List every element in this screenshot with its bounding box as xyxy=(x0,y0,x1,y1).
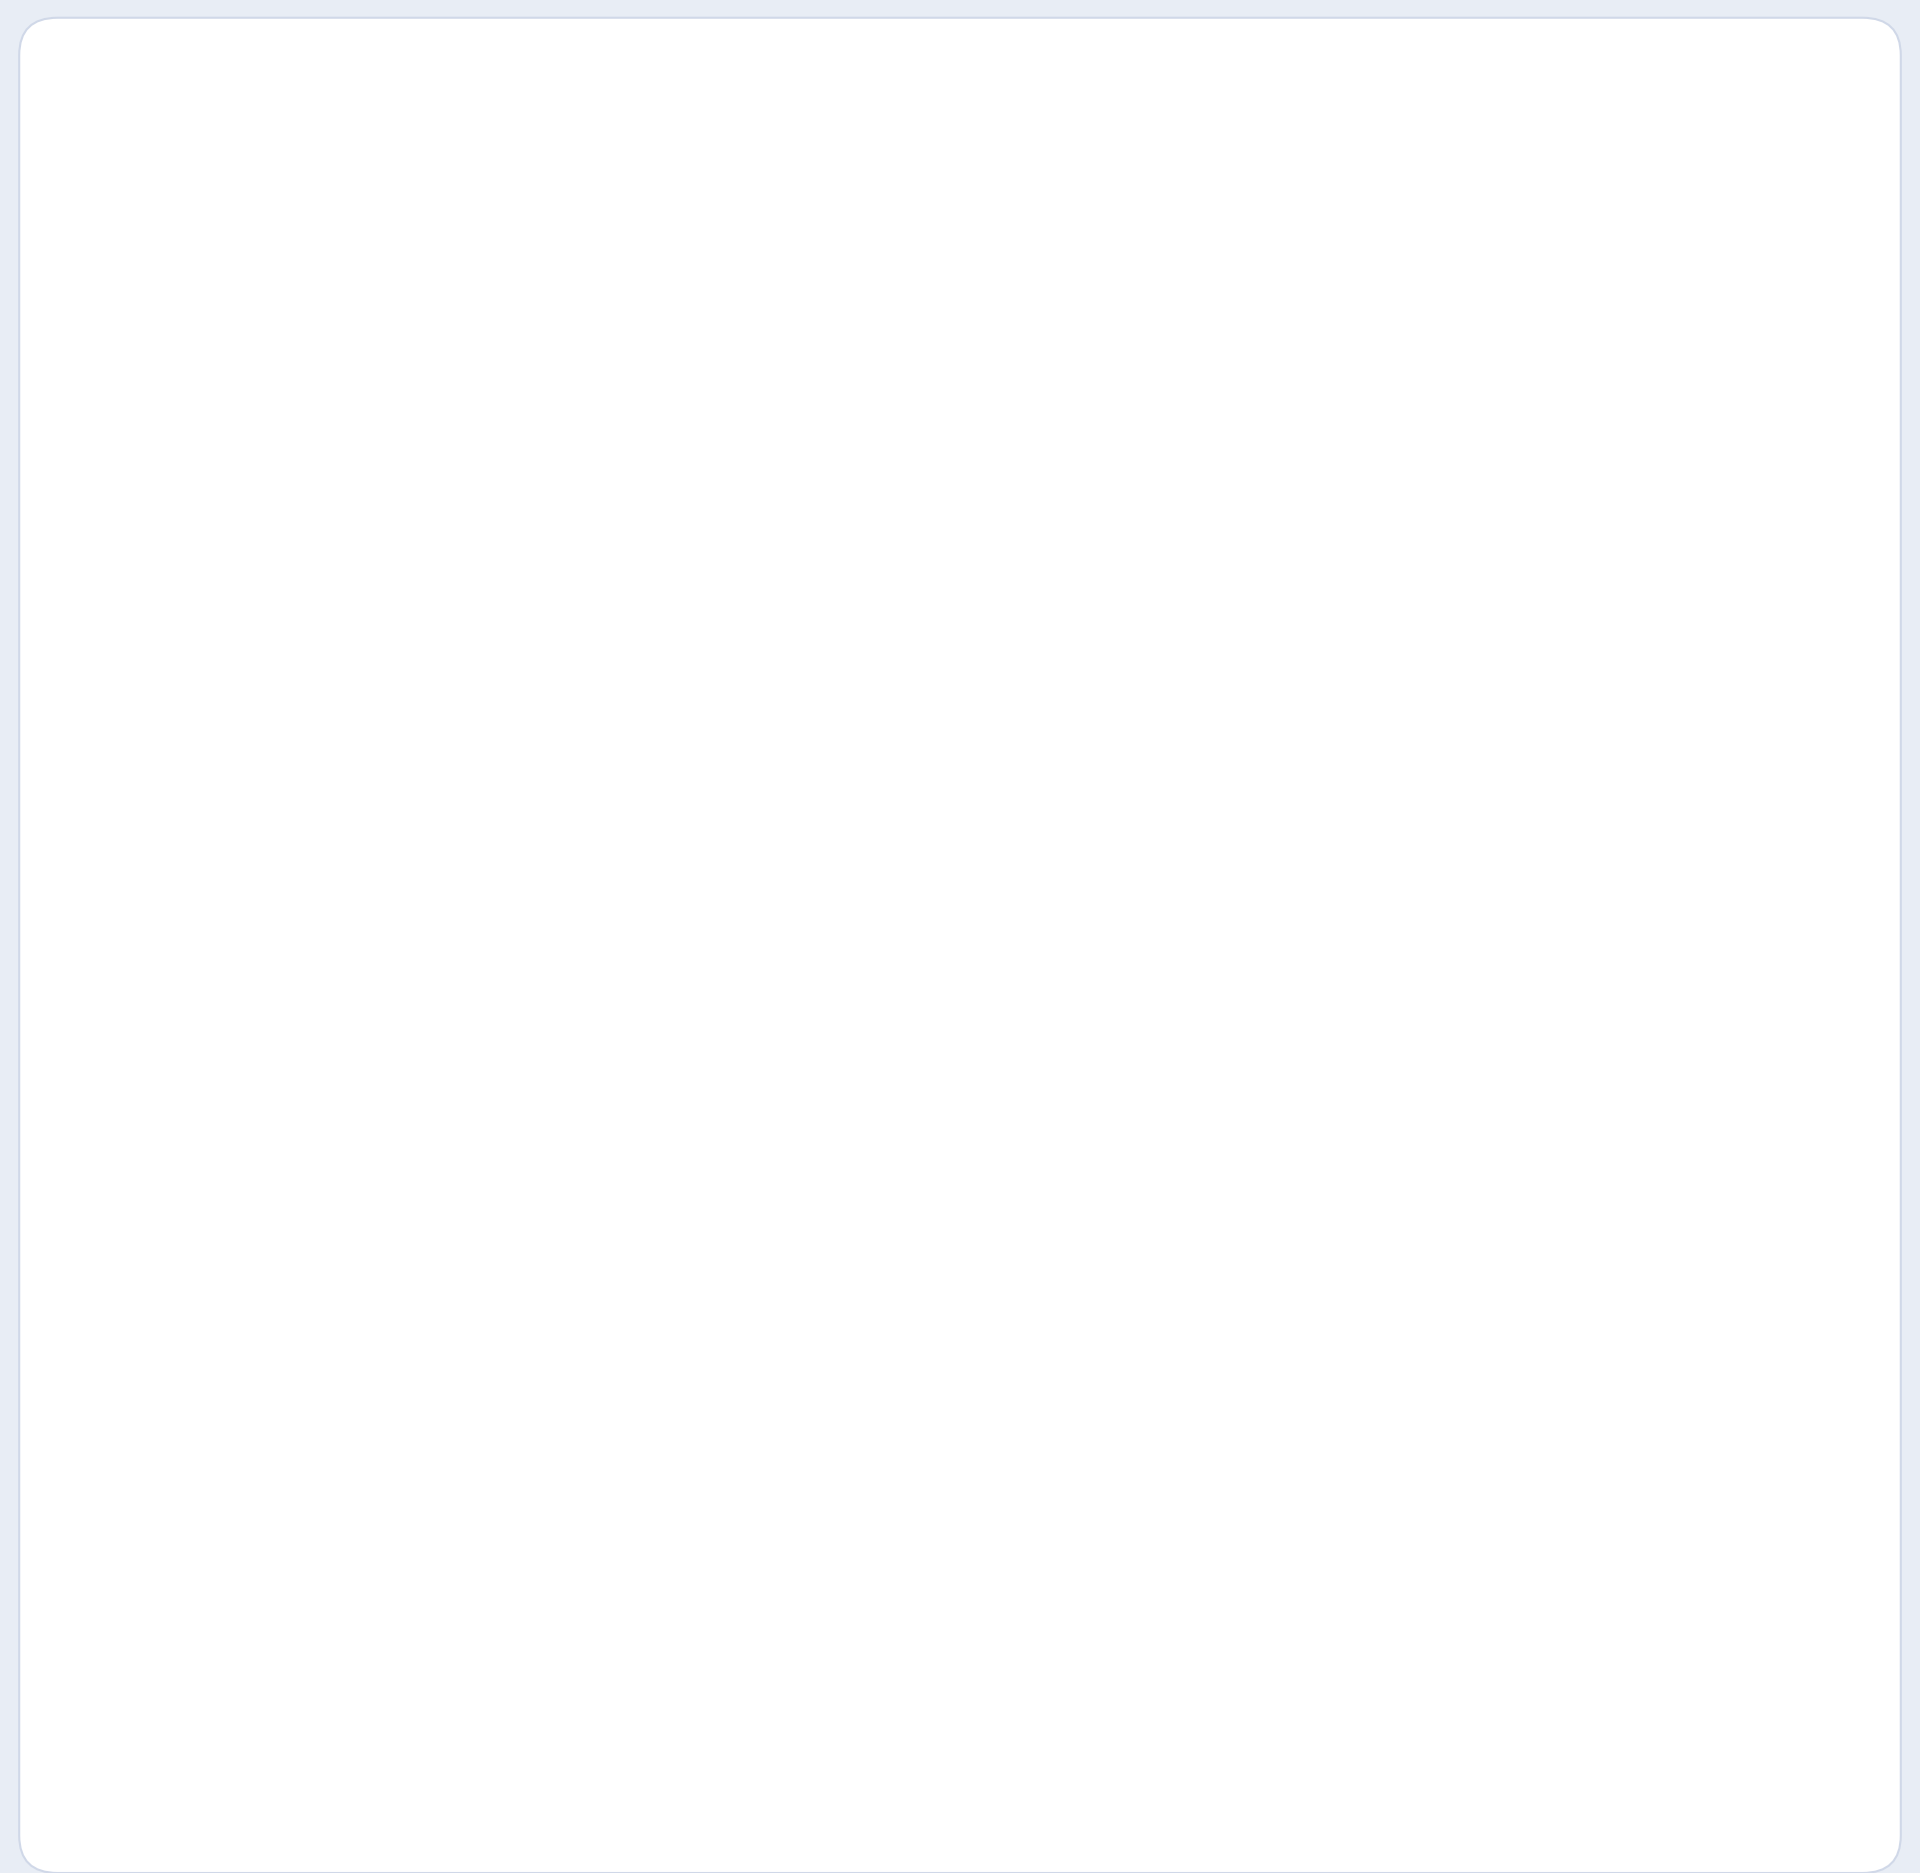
Bar xyxy=(1354,667,1716,1277)
Bar xyxy=(1354,1277,1716,1648)
Bar xyxy=(319,1015,682,1648)
Bar xyxy=(319,487,682,678)
Text: PR Cycle Time above 50% Copilot Usage: PR Cycle Time above 50% Copilot Usage xyxy=(250,376,1066,410)
Bar xyxy=(319,678,682,1015)
X-axis label: Usage: Usage xyxy=(970,1703,1066,1731)
Legend: First Review, Review to Approval, Merge: First Review, Review to Approval, Merge xyxy=(263,292,1092,343)
Bar xyxy=(1354,487,1716,667)
Y-axis label: Average Duration: Average Duration xyxy=(119,931,146,1204)
